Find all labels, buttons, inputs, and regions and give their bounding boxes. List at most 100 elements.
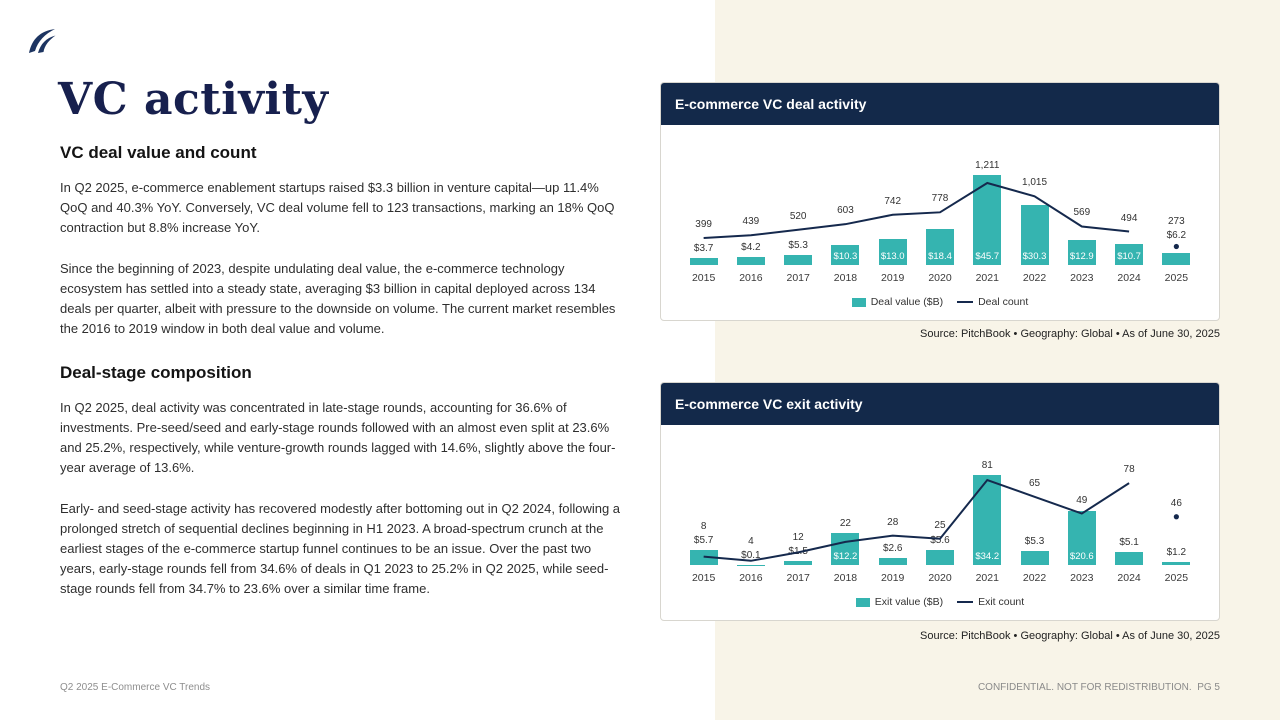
bar-swatch-icon — [851, 297, 866, 307]
bar-2025 — [1162, 561, 1191, 565]
count-label: 603 — [837, 205, 854, 217]
count-label: 65 — [1028, 477, 1041, 489]
bar-2021 — [973, 175, 1002, 265]
count-label: 273 — [1168, 215, 1185, 227]
legend-label: Deal count — [978, 296, 1029, 308]
bar-value-label: $1.2 — [1166, 546, 1187, 558]
x-axis-label: 2021 — [975, 572, 999, 584]
x-axis-label: 2024 — [1117, 272, 1141, 284]
x-axis-label: 2025 — [1164, 272, 1189, 284]
paragraph: In Q2 2025, e-commerce enablement startu… — [60, 180, 615, 236]
x-axis-label: 2022 — [1022, 272, 1047, 284]
deal-activity-chart: $3.7 399 $4.2 439 $5.3 520 $10.3 603 $13.0 742 $18… — [661, 125, 1219, 320]
count-label: 569 — [1073, 207, 1091, 219]
bar-2022 — [1020, 205, 1049, 265]
bar-value-label: $20.6 — [1069, 551, 1094, 562]
x-axis-label: 2021 — [975, 272, 999, 284]
bar-2017 — [784, 254, 813, 265]
x-axis-label: 2023 — [1070, 572, 1094, 584]
bar-value-label: $34.2 — [975, 551, 1000, 562]
bar-value-label: $4.2 — [741, 241, 761, 253]
line-end-dot — [1173, 243, 1179, 250]
plot-area: $3.7 399 $4.2 439 $5.3 520 $10.3 603 $13.0 742 $18… — [680, 133, 1200, 265]
bar-2015 — [689, 257, 718, 265]
count-label: 778 — [931, 193, 949, 205]
exit-activity-chart: $5.7 8 $0.1 4 $1.5 12 $12.2 22 $2.6 28 $5.6 25 $34.2… — [661, 425, 1219, 620]
deal-activity-card: E-commerce VC deal activity $3.7 399 $4.2 4… — [660, 82, 1220, 321]
x-axis-label: 2019 — [881, 572, 905, 584]
plot-area: $5.7 8 $0.1 4 $1.5 12 $12.2 22 $2.6 28 $5.6 25 $34.2… — [680, 433, 1200, 565]
x-axis-label: 2025 — [1164, 572, 1189, 584]
bar-value-label: $5.3 — [788, 239, 808, 251]
bar-value-label: $5.6 — [930, 535, 950, 547]
bar-value-label: $30.3 — [1022, 251, 1047, 262]
exit-activity-card: E-commerce VC exit activity $5.7 8 $0.1 4 $1… — [660, 382, 1220, 621]
x-axis-label: 2017 — [786, 272, 810, 284]
bar-value-label: $10.7 — [1117, 251, 1141, 262]
count-label: 22 — [839, 517, 851, 529]
bar-2021 — [973, 475, 1002, 565]
section-heading-deal-stage: Deal-stage composition — [60, 363, 252, 383]
deal-activity-chart-title: E-commerce VC deal activity — [661, 83, 1219, 125]
paragraph: In Q2 2025, deal activity was concentrat… — [60, 400, 616, 476]
x-axis: 2015 2016 2017 2018 2019 2020 2021 2022 2023 2024… — [680, 272, 1200, 287]
bar-2024 — [1115, 243, 1144, 265]
count-label: 46 — [1170, 497, 1182, 509]
line-swatch-icon — [957, 301, 974, 303]
count-label: 49 — [1076, 494, 1088, 506]
bar-value-label: $45.7 — [975, 251, 1000, 262]
bar-2022 — [1020, 551, 1049, 565]
count-label: 1,015 — [1022, 177, 1048, 189]
x-axis-label: 2016 — [739, 572, 763, 584]
count-label: 28 — [887, 516, 899, 528]
bar-2020 — [926, 228, 954, 265]
bar-value-label: $5.1 — [1119, 536, 1139, 548]
count-label: 81 — [981, 460, 993, 471]
bar-2020 — [926, 550, 954, 565]
bar-value-label: $13.0 — [880, 251, 905, 262]
legend-item-deal-count: Deal count — [957, 296, 1028, 308]
count-label: 78 — [1123, 464, 1135, 476]
count-line — [703, 478, 1179, 562]
page-title: VC activity — [58, 74, 329, 125]
source-note: Source: PitchBook • Geography: Global • … — [920, 630, 1220, 642]
x-axis-label: 2018 — [833, 572, 858, 584]
bar-2024 — [1115, 551, 1144, 565]
x-axis-label: 2020 — [928, 272, 952, 284]
x-axis-label: 2016 — [739, 272, 763, 284]
bar-swatch-icon — [855, 597, 870, 607]
legend-item-deal-value: Deal value ($B) — [851, 296, 944, 308]
x-axis-label: 2020 — [928, 572, 952, 584]
bar-value-label: $10.3 — [833, 251, 858, 262]
bar-2023 — [1067, 510, 1096, 565]
bar-value-label: $3.7 — [693, 242, 714, 254]
bar-2019 — [878, 239, 907, 265]
line-swatch-icon — [957, 601, 974, 603]
body-content: VC deal value and count In Q2 2025, e-co… — [60, 143, 628, 620]
count-label: 494 — [1120, 212, 1138, 224]
bar-value-label: $5.7 — [693, 535, 714, 546]
bar-value-label: $12.2 — [833, 551, 858, 562]
x-axis-label: 2018 — [833, 272, 858, 284]
legend-label: Deal value ($B) — [870, 296, 944, 308]
line-end-dot — [1173, 514, 1179, 520]
bar-2019 — [878, 558, 907, 565]
footer-report-title: Q2 2025 E-Commerce VC Trends — [60, 682, 211, 693]
x-axis-label: 2022 — [1022, 572, 1047, 584]
legend-item-exit-value: Exit value ($B) — [855, 596, 943, 608]
bar-2018 — [831, 532, 860, 565]
bar-value-label: $5.3 — [1024, 536, 1045, 548]
x-axis-label: 2015 — [691, 572, 716, 584]
legend-label: Exit count — [978, 596, 1025, 608]
logo — [29, 29, 56, 53]
legend-item-exit-count: Exit count — [957, 596, 1024, 608]
paragraph: Since the beginning of 2023, despite und… — [60, 261, 616, 337]
x-axis-label: 2019 — [881, 272, 905, 284]
bar-2018 — [831, 244, 860, 265]
count-label: 742 — [884, 195, 902, 207]
count-label: 1,211 — [975, 160, 1000, 171]
bar-value-label: $2.6 — [882, 543, 903, 555]
count-label: 4 — [748, 535, 754, 547]
bar-value-label: $12.9 — [1069, 251, 1094, 262]
